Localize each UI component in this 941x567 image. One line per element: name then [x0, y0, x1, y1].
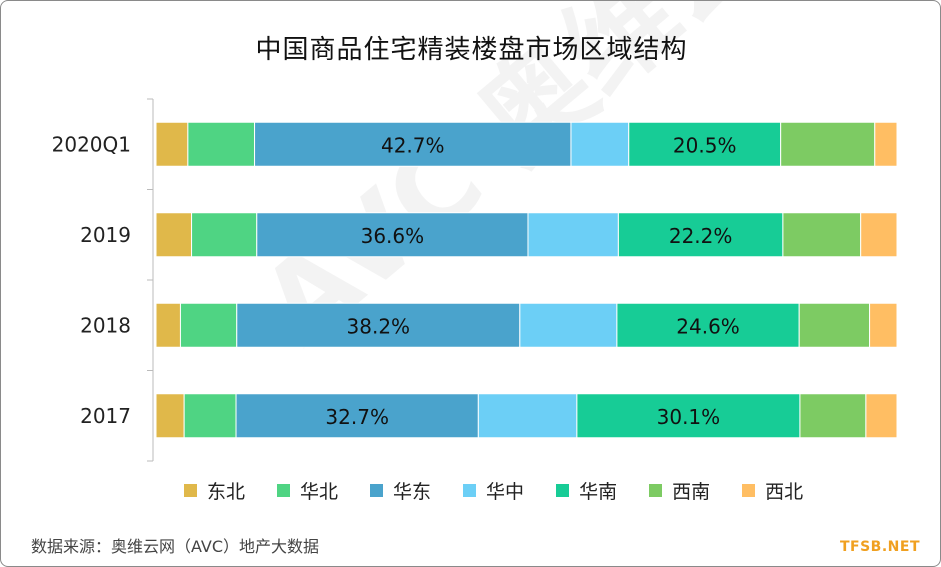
bar-segment — [155, 121, 189, 167]
bar-segment — [183, 393, 237, 439]
bar-segment — [865, 393, 898, 439]
bar-segment — [155, 393, 185, 439]
legend-label: 西北 — [765, 481, 804, 503]
y-tick-label: 2018 — [80, 313, 131, 337]
bar-segment — [527, 212, 619, 258]
bar-segment — [869, 302, 898, 348]
bar-segment — [782, 212, 862, 258]
bar-segment — [519, 302, 618, 348]
legend-swatch — [742, 484, 756, 497]
legend-swatch — [649, 484, 663, 497]
legend-label: 华中 — [486, 481, 525, 503]
data-label: 32.7% — [325, 405, 389, 429]
bar-segment — [617, 212, 784, 258]
bar-segment — [798, 302, 871, 348]
bar-segment — [256, 212, 529, 258]
legend-item: 华北 — [277, 477, 338, 504]
legend-swatch — [556, 484, 570, 497]
bar-segment — [570, 121, 630, 167]
legend-item: 华东 — [370, 477, 431, 504]
y-tick-label: 2019 — [80, 223, 131, 247]
legend-swatch — [463, 484, 477, 497]
legend-item: 华中 — [463, 477, 524, 504]
legend-item: 西北 — [742, 477, 803, 504]
legend-swatch — [277, 484, 291, 497]
legend-swatch — [370, 484, 384, 497]
site-logo: TFSB.NET — [839, 539, 920, 555]
chart-title: 中国商品住宅精装楼盘市场区域结构 — [255, 35, 688, 65]
legend-label: 华东 — [393, 481, 432, 503]
bar-segment — [187, 121, 256, 167]
data-label: 30.1% — [657, 405, 721, 429]
legend-label: 西南 — [672, 481, 711, 503]
data-label: 38.2% — [347, 314, 411, 338]
bar-segment — [616, 302, 800, 348]
bar-segment — [477, 393, 578, 439]
bar-segment — [780, 121, 876, 167]
y-tick-label: 2017 — [80, 404, 131, 428]
bar-segment — [191, 212, 258, 258]
legend-item: 西南 — [649, 477, 710, 504]
bar-segment — [236, 302, 521, 348]
bar-segment — [155, 302, 181, 348]
legend-item: 东北 — [184, 477, 245, 504]
data-label: 42.7% — [381, 133, 445, 157]
bar-segment — [874, 121, 898, 167]
bar-segment — [628, 121, 782, 167]
bar-segment — [179, 302, 238, 348]
data-label: 22.2% — [669, 224, 733, 248]
legend-swatch — [184, 484, 197, 497]
data-label: 20.5% — [673, 133, 737, 157]
data-label: 24.6% — [676, 314, 740, 338]
bar-segment — [799, 393, 867, 439]
bar-segment — [254, 121, 572, 167]
legend-label: 东北 — [207, 481, 246, 503]
source-note: 数据来源：奥维云网（AVC）地产大数据 — [31, 537, 320, 556]
y-tick-label: 2020Q1 — [52, 132, 131, 156]
bar-segment — [155, 212, 193, 258]
legend-label: 华南 — [579, 481, 618, 503]
legend-label: 华北 — [300, 481, 339, 503]
data-label: 36.6% — [361, 224, 425, 248]
bar-segment — [576, 393, 801, 439]
bar-segment — [860, 212, 898, 258]
legend-item: 华南 — [556, 477, 617, 504]
chart-legend: 东北 华北 华东 华中 华南 西南 西北 — [184, 477, 835, 504]
